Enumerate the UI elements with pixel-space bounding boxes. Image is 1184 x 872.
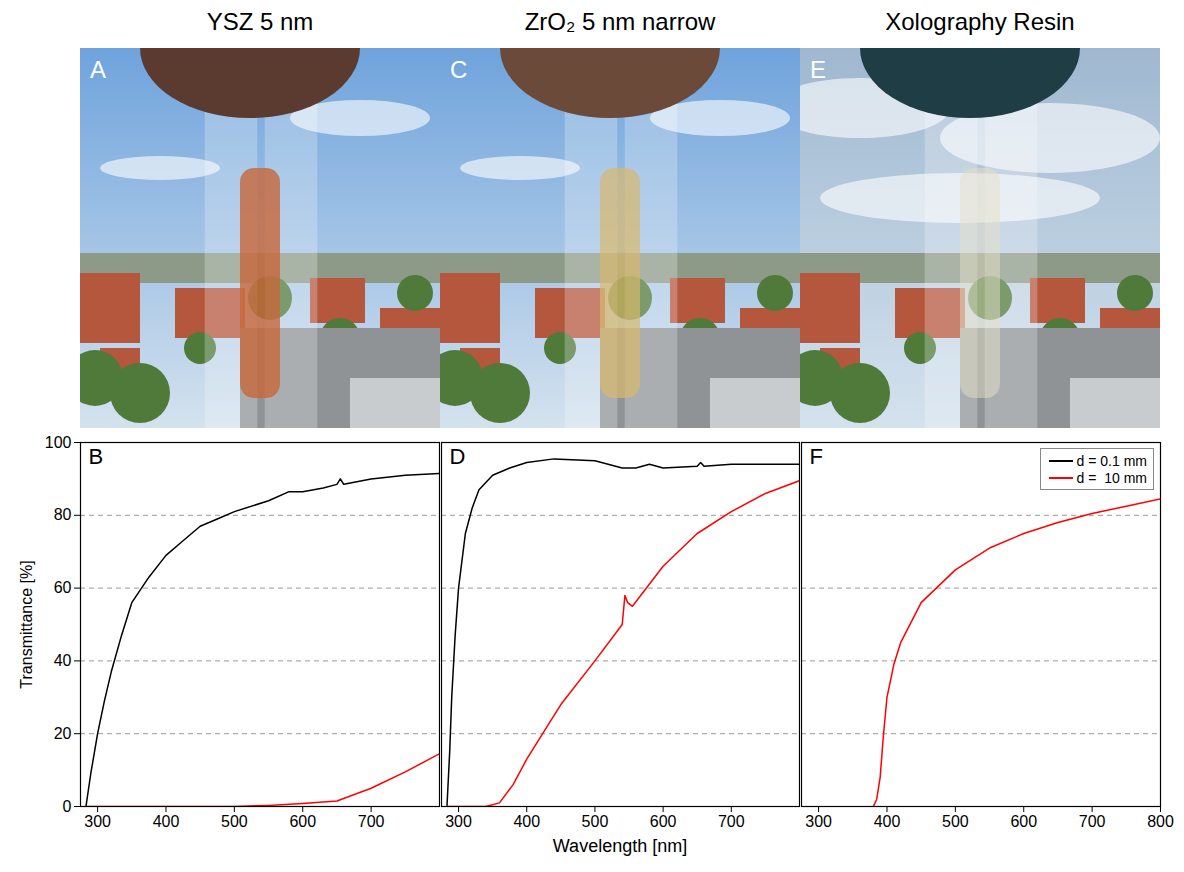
html-text:ZrO₂ 5 nm narrow: ZrO₂ 5 nm narrow xyxy=(524,8,716,35)
svg-text:600: 600 xyxy=(1010,813,1037,830)
svg-text:300: 300 xyxy=(805,813,832,830)
svg-text:C: C xyxy=(450,56,467,83)
html-text:d = 0.1 mm: d = 0.1 mm xyxy=(1076,452,1147,469)
svg-text:40: 40 xyxy=(54,652,72,669)
svg-text:60: 60 xyxy=(54,579,72,596)
svg-text:300: 300 xyxy=(445,813,472,830)
svg-text:400: 400 xyxy=(153,813,180,830)
svg-text:700: 700 xyxy=(718,813,745,830)
html-text:d = 10 mm: d = 10 mm xyxy=(1076,469,1147,486)
html-text:YSZ 5 nm: YSZ 5 nm xyxy=(206,8,314,35)
svg-text:500: 500 xyxy=(221,813,248,830)
svg-text:700: 700 xyxy=(1079,813,1106,830)
svg-text:500: 500 xyxy=(582,813,609,830)
svg-text:600: 600 xyxy=(289,813,316,830)
html-text:Xolography Resin: Xolography Resin xyxy=(885,8,1075,35)
svg-text:20: 20 xyxy=(54,725,72,742)
svg-text:800: 800 xyxy=(1147,813,1174,830)
svg-text:300: 300 xyxy=(84,813,111,830)
svg-text:D: D xyxy=(450,444,466,469)
svg-text:0: 0 xyxy=(63,798,72,815)
svg-text:B: B xyxy=(89,444,104,469)
svg-text:E: E xyxy=(810,56,826,83)
svg-text:400: 400 xyxy=(513,813,540,830)
svg-text:Transmittance [%]: Transmittance [%] xyxy=(18,560,35,688)
svg-text:400: 400 xyxy=(874,813,901,830)
svg-text:F: F xyxy=(810,444,823,469)
svg-text:A: A xyxy=(90,56,106,83)
svg-text:600: 600 xyxy=(650,813,677,830)
svg-text:80: 80 xyxy=(54,506,72,523)
svg-text:500: 500 xyxy=(942,813,969,830)
svg-text:700: 700 xyxy=(358,813,385,830)
svg-text:100: 100 xyxy=(45,434,72,451)
html-text:Wavelength [nm]: Wavelength [nm] xyxy=(552,836,688,856)
